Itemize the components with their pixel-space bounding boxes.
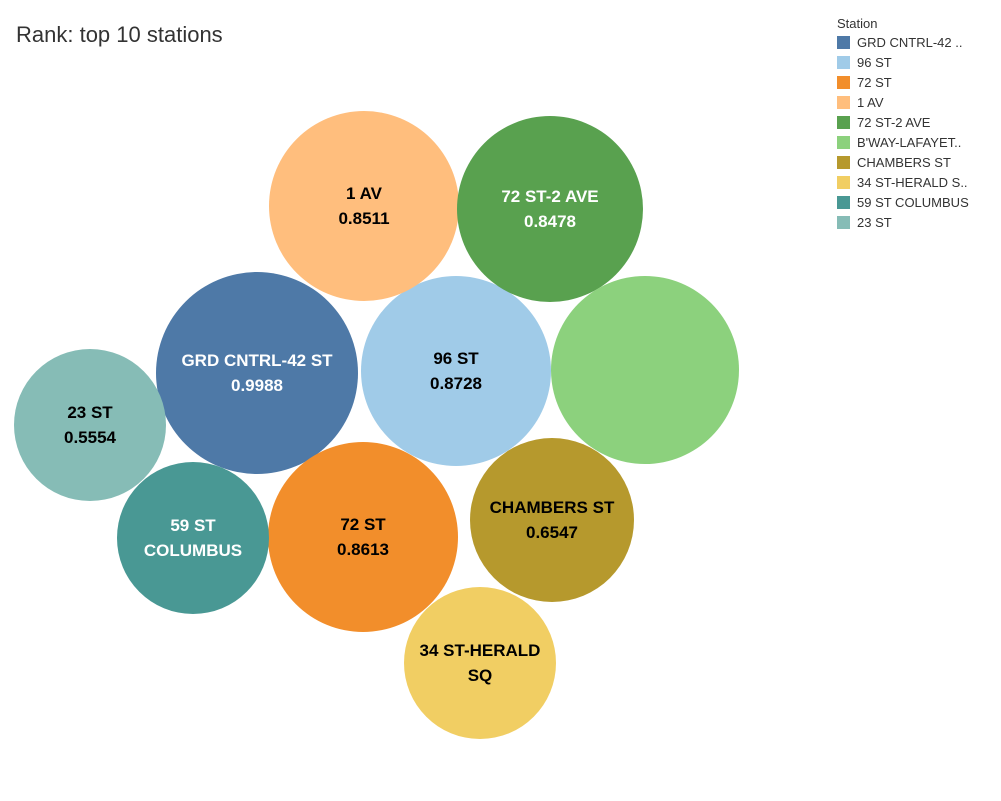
legend-swatch: [837, 115, 850, 129]
legend-title: Station: [837, 16, 878, 31]
bubble-circle[interactable]: [361, 276, 551, 466]
bubble-circle[interactable]: [156, 272, 358, 474]
legend-label: 34 ST-HERALD S..: [857, 174, 968, 190]
legend-label: 72 ST-2 AVE: [857, 114, 931, 130]
bubble-label: CHAMBERS ST: [490, 498, 615, 517]
legend-swatch: [837, 195, 850, 209]
legend-swatch: [837, 155, 850, 169]
bubble-circle[interactable]: [268, 442, 458, 632]
legend-label: 72 ST: [857, 74, 892, 90]
legend-item[interactable]: 72 ST: [837, 72, 997, 92]
bubble-23-st[interactable]: 23 ST 0.5554: [14, 349, 166, 501]
bubble-value: 0.9988: [231, 376, 283, 395]
legend-swatch: [837, 135, 850, 149]
bubble-circle[interactable]: [117, 462, 269, 614]
bubble-59-st-columbus[interactable]: 59 ST COLUMBUS: [117, 462, 269, 614]
legend-label: 23 ST: [857, 214, 892, 230]
bubble-1-av[interactable]: 1 AV 0.8511: [269, 111, 459, 301]
legend-label: 1 AV: [857, 94, 884, 110]
bubble-circle[interactable]: [404, 587, 556, 739]
bubble-circle[interactable]: [269, 111, 459, 301]
legend-swatch: [837, 55, 850, 69]
legend-label: 96 ST: [857, 54, 892, 70]
bubble-label: GRD CNTRL-42 ST: [181, 351, 333, 370]
bubble-circle[interactable]: [457, 116, 643, 302]
bubble-value: 0.8613: [337, 540, 389, 559]
bubble-96-st[interactable]: 96 ST 0.8728: [361, 276, 551, 466]
bubble-circle[interactable]: [14, 349, 166, 501]
bubble-label: 1 AV: [346, 184, 383, 203]
bubble-72-st-2-ave[interactable]: 72 ST-2 AVE 0.8478: [457, 116, 643, 302]
legend-label: CHAMBERS ST: [857, 154, 951, 170]
legend-swatch: [837, 35, 850, 49]
bubble-label: 96 ST: [433, 349, 479, 368]
legend-swatch: [837, 95, 850, 109]
bubble-value: 0.6547: [526, 523, 578, 542]
legend-item[interactable]: 1 AV: [837, 92, 997, 112]
legend-label: 59 ST COLUMBUS: [857, 194, 969, 210]
bubble-b-way-lafayette[interactable]: [551, 276, 739, 464]
bubble-value: 0.5554: [64, 428, 117, 447]
legend-label: B'WAY-LAFAYET..: [857, 134, 962, 150]
bubble-label: 23 ST: [67, 403, 113, 422]
bubble-34-st-herald-sq[interactable]: 34 ST-HERALD SQ: [404, 587, 556, 739]
bubble-circle[interactable]: [470, 438, 634, 602]
bubble-value: 0.8728: [430, 374, 482, 393]
bubble-value: COLUMBUS: [144, 541, 242, 560]
legend-item[interactable]: GRD CNTRL-42 ..: [837, 32, 997, 52]
legend-item[interactable]: B'WAY-LAFAYET..: [837, 132, 997, 152]
legend-items: GRD CNTRL-42 .. 96 ST 72 ST 1 AV 72 ST-2 AVE…: [837, 32, 997, 232]
legend-item[interactable]: CHAMBERS ST: [837, 152, 997, 172]
bubble-72-st[interactable]: 72 ST 0.8613: [268, 442, 458, 632]
bubble-chambers-st[interactable]: CHAMBERS ST 0.6547: [470, 438, 634, 602]
bubble-value: 0.8478: [524, 212, 576, 231]
bubble-circle[interactable]: [551, 276, 739, 464]
legend-swatch: [837, 175, 850, 189]
legend: Station GRD CNTRL-42 .. 96 ST 72 ST 1 AV 72 …: [837, 16, 997, 232]
legend-label: GRD CNTRL-42 ..: [857, 34, 963, 50]
bubble-label: 59 ST: [170, 516, 216, 535]
legend-item[interactable]: 96 ST: [837, 52, 997, 72]
bubble-grd-cntrl-42-st[interactable]: GRD CNTRL-42 ST 0.9988: [156, 272, 358, 474]
bubble-value: SQ: [468, 666, 493, 685]
bubble-value: 0.8511: [338, 209, 389, 228]
legend-swatch: [837, 75, 850, 89]
legend-item[interactable]: 34 ST-HERALD S..: [837, 172, 997, 192]
chart-title: Rank: top 10 stations: [16, 22, 223, 47]
legend-item[interactable]: 23 ST: [837, 212, 997, 232]
legend-swatch: [837, 215, 850, 229]
bubble-label: 34 ST-HERALD: [420, 641, 541, 660]
legend-item[interactable]: 72 ST-2 AVE: [837, 112, 997, 132]
bubble-label: 72 ST: [340, 515, 386, 534]
bubble-label: 72 ST-2 AVE: [501, 187, 598, 206]
legend-item[interactable]: 59 ST COLUMBUS: [837, 192, 997, 212]
